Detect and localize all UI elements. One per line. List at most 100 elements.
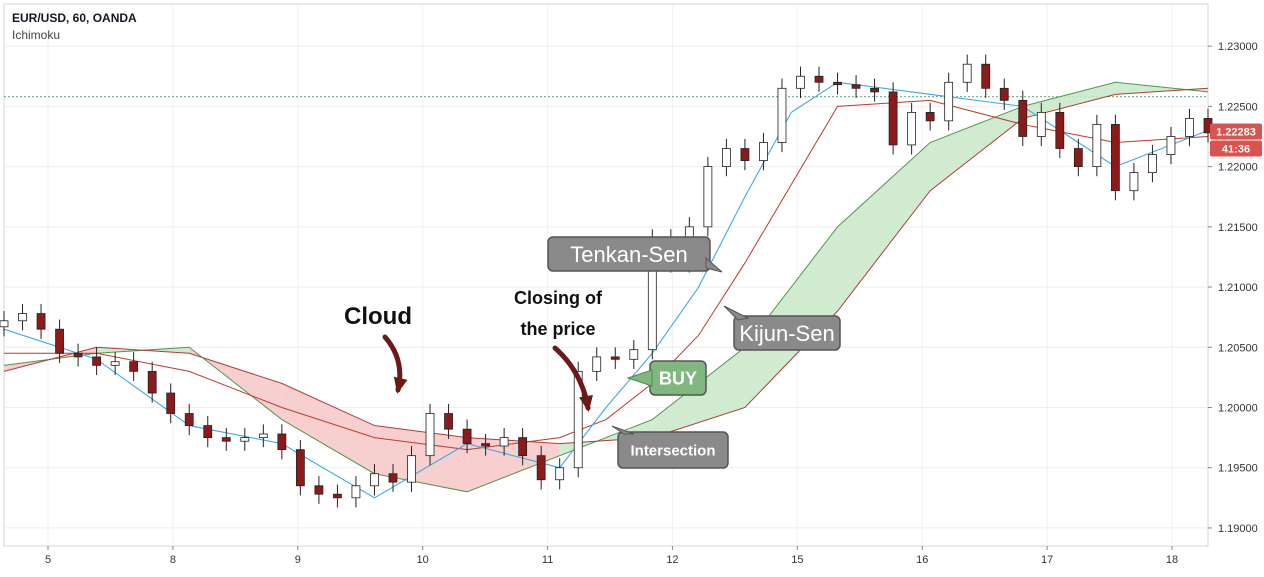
- y-tick-label: 1.20000: [1218, 402, 1258, 414]
- candle-body: [147, 370, 157, 394]
- candle-body: [962, 63, 972, 83]
- candle-body: [277, 433, 287, 451]
- candle-body: [333, 493, 342, 499]
- candle-body: [944, 81, 954, 122]
- tenkan-label-text: Tenkan-Sen: [570, 242, 687, 267]
- candle-body: [240, 437, 250, 442]
- candle: [1110, 114, 1120, 201]
- cloud-segment: [930, 106, 1023, 191]
- candle: [1166, 126, 1176, 165]
- candle-body: [814, 75, 824, 83]
- kijun-sen-line: [4, 99, 1209, 451]
- candle-body: [518, 437, 528, 457]
- y-tick-label: 1.21000: [1218, 282, 1258, 294]
- tenkan-label-box: [547, 236, 711, 272]
- candle: [0, 311, 9, 337]
- candle: [888, 82, 898, 155]
- candle: [1129, 162, 1139, 201]
- candle: [351, 476, 361, 508]
- candle: [870, 78, 879, 102]
- candle: [629, 340, 639, 369]
- y-tick-label: 1.21500: [1218, 222, 1258, 234]
- candle: [703, 156, 713, 237]
- candle: [18, 303, 27, 331]
- y-tick-label: 1.22000: [1218, 162, 1258, 174]
- candle: [221, 427, 231, 451]
- x-tick-label: 17: [1041, 554, 1053, 566]
- candle-body: [92, 356, 102, 366]
- candle-body: [1055, 112, 1065, 149]
- candle: [73, 343, 83, 367]
- intersection-label-box: [617, 431, 729, 469]
- x-tick-label: 8: [170, 554, 176, 566]
- x-tick-label: 5: [45, 554, 51, 566]
- intersection-label-text: Intersection: [630, 442, 715, 459]
- candle-body: [370, 473, 379, 487]
- buy-label-text: BUY: [659, 368, 697, 388]
- candle: [555, 458, 565, 490]
- candle-body: [981, 63, 991, 89]
- candle-body: [1185, 118, 1194, 137]
- kijun-label-box: [733, 315, 841, 351]
- candle: [1073, 138, 1083, 177]
- candle-body: [351, 485, 361, 499]
- annotations: Cloud Closing of the price Tenkan-Sen Kijun-…: [344, 236, 841, 469]
- cloud-segment: [281, 383, 375, 474]
- candle: [1055, 102, 1065, 159]
- kijun-pointer: [723, 305, 750, 321]
- closing-label-line2: the price: [520, 319, 595, 339]
- candle: [740, 138, 750, 171]
- candle-body: [851, 84, 861, 89]
- candle: [536, 446, 546, 490]
- candle: [962, 54, 972, 92]
- candle: [388, 464, 398, 492]
- candle-body: [481, 443, 491, 447]
- cloud-segment: [374, 425, 468, 492]
- candle: [92, 347, 102, 375]
- candle-body: [0, 320, 9, 328]
- candle-body: [573, 370, 583, 469]
- candle: [814, 66, 824, 92]
- indicator-label[interactable]: Ichimoku: [12, 28, 61, 42]
- candle: [722, 138, 731, 177]
- axes: 1.23000 1.22500 1.22000 1.21500 1.21000 1.205…: [45, 41, 1262, 566]
- grid-lines: [3, 3, 1209, 547]
- x-tick-label: 9: [295, 554, 301, 566]
- candle: [1185, 108, 1194, 147]
- kijun-label-text: Kijun-Sen: [739, 321, 834, 346]
- candle: [610, 347, 620, 369]
- candle: [166, 383, 176, 424]
- candle-body: [388, 473, 398, 483]
- candle-body: [870, 87, 879, 93]
- candle: [129, 352, 139, 381]
- candle: [240, 427, 250, 451]
- price-badge-text: 1.22283: [1216, 127, 1256, 139]
- candle: [499, 427, 509, 456]
- candle: [592, 347, 602, 381]
- candle: [370, 464, 379, 496]
- candle: [55, 319, 64, 363]
- plot-frame: [3, 3, 1209, 547]
- candle-body: [166, 392, 176, 414]
- candle: [425, 403, 435, 466]
- tenkan-pointer: [705, 256, 723, 273]
- candle-body: [610, 356, 620, 360]
- closing-label-line1: Closing of: [514, 288, 603, 308]
- candle-body: [1129, 172, 1139, 192]
- cloud-segment: [1022, 82, 1116, 119]
- candle: [277, 424, 287, 460]
- y-tick-label: 1.19500: [1218, 463, 1258, 475]
- candle-body: [18, 313, 27, 322]
- candle-body: [1148, 154, 1157, 174]
- senkou-span-a-line: [3, 81, 1209, 493]
- candle-body: [1073, 148, 1083, 168]
- candle: [444, 403, 453, 439]
- price-badge: [1210, 123, 1262, 140]
- x-tick-label: 18: [1166, 554, 1178, 566]
- candle: [407, 446, 416, 492]
- candle-body: [833, 81, 842, 86]
- cloud-segment: [1115, 82, 1208, 95]
- chart-header: EUR/USD, 60, OANDA Ichimoku: [12, 10, 137, 44]
